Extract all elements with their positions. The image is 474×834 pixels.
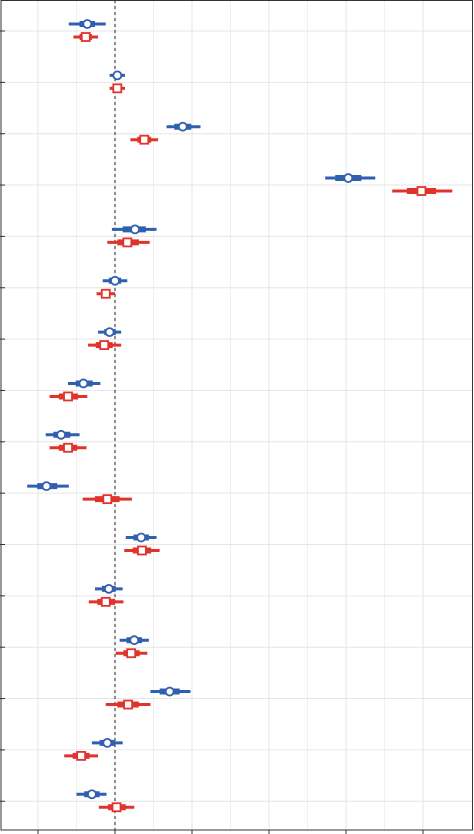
point-estimate-circle [177, 121, 188, 132]
point-estimate-square [63, 442, 73, 453]
point-estimate-square [80, 32, 91, 42]
point-estimate-circle [104, 327, 115, 338]
point-estimate-square [99, 340, 110, 351]
point-estimate-circle [112, 70, 123, 81]
point-estimate-circle [110, 275, 120, 286]
point-estimate-square [76, 751, 87, 761]
point-estimate-square [102, 494, 113, 505]
point-estimate-circle [82, 19, 93, 29]
point-estimate-square [126, 648, 137, 659]
point-estimate-circle [343, 173, 354, 183]
point-estimate-square [139, 134, 150, 145]
point-estimate-circle [56, 429, 66, 440]
point-estimate-circle [129, 635, 140, 646]
point-estimate-circle [87, 789, 97, 800]
point-estimate-square [63, 391, 73, 402]
point-estimate-square [100, 596, 111, 607]
point-estimate-circle [78, 378, 89, 389]
point-estimate-square [100, 288, 111, 299]
point-estimate-circle [164, 686, 175, 697]
point-estimate-circle [41, 481, 52, 492]
point-estimate-square [123, 699, 133, 710]
point-estimate-circle [136, 532, 147, 543]
marks-layer [27, 19, 453, 813]
point-estimate-square [111, 802, 122, 813]
point-estimate-square [137, 545, 147, 556]
point-estimate-circle [103, 583, 114, 594]
point-estimate-square [416, 186, 427, 196]
point-estimate-circle [102, 738, 113, 748]
point-estimate-circle [130, 224, 140, 235]
point-estimate-square [122, 237, 133, 248]
point-estimate-square [112, 83, 123, 94]
